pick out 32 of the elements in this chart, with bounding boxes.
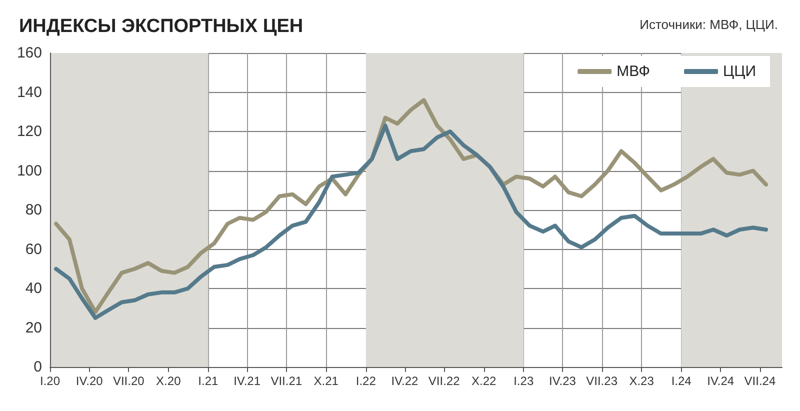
x-tick-label: X.21 — [314, 374, 339, 388]
x-tick-label: IV.23 — [549, 374, 576, 388]
x-tick-label: VII.21 — [270, 374, 302, 388]
y-tick-label: 120 — [16, 123, 42, 140]
text: Источники: МВФ, ЦЦИ. — [640, 17, 778, 32]
x-tick-label: X.22 — [472, 374, 497, 388]
x-tick-label: I.21 — [198, 374, 218, 388]
x-tick-label: IV.21 — [234, 374, 261, 388]
x-tick-label: VII.20 — [112, 374, 145, 388]
y-tick-label: 40 — [25, 280, 42, 297]
y-tick-label: 0 — [34, 358, 42, 376]
x-tick-label: IV.22 — [391, 374, 419, 388]
y-tick-label: 80 — [25, 202, 42, 218]
y-tick-label: 140 — [16, 84, 42, 101]
x-tick-label: I.22 — [356, 374, 376, 388]
y-tick-label: 160 — [16, 44, 42, 62]
x-tick-label: I.20 — [40, 374, 60, 388]
x-tick-label: I.24 — [671, 374, 692, 388]
x-tick-label: VII.22 — [428, 374, 460, 388]
y-tick-label: 100 — [16, 162, 42, 180]
x-tick-label: I.23 — [514, 374, 534, 388]
chart-title: ИНДЕКСЫ ЭКСПОРТНЫХ ЦЕН — [19, 16, 304, 37]
x-tick-label: X.20 — [156, 374, 182, 388]
y-tick-label: 20 — [25, 319, 42, 336]
x-tick-label: IV.24 — [707, 374, 734, 388]
legend-label: ЦЦИ — [723, 63, 756, 80]
y-tick-label: 60 — [25, 240, 42, 258]
x-tick-label: IV.20 — [76, 374, 104, 388]
legend-label: МВФ — [616, 63, 650, 80]
x-tick-label: VII.23 — [586, 374, 618, 388]
x-tick-label: X.23 — [629, 374, 654, 388]
x-tick-label: VII.24 — [744, 374, 776, 388]
